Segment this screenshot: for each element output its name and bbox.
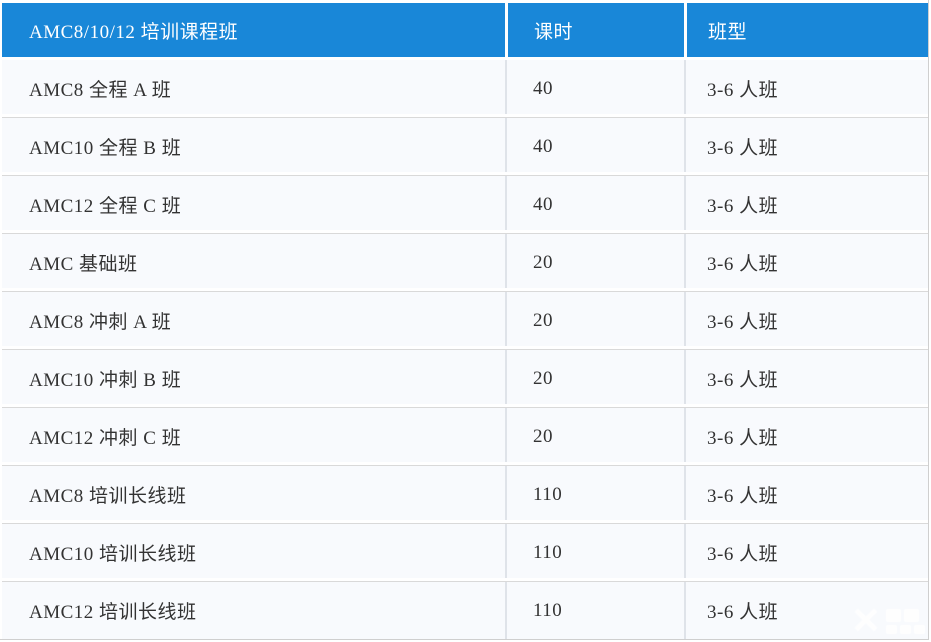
row-hours: 110	[505, 582, 684, 639]
header-class-type: 班型	[684, 3, 928, 57]
row-hours: 20	[505, 408, 684, 465]
table-row: AMC12 培训长线班 110 3-6 人班	[2, 581, 928, 639]
row-class-type: 3-6 人班	[684, 292, 928, 349]
row-course: AMC8 培训长线班	[29, 486, 187, 507]
row-hours: 20	[505, 350, 684, 407]
table-row: AMC10 培训长线班 110 3-6 人班	[2, 523, 928, 581]
table-row: AMC8 冲刺 A 班 20 3-6 人班	[2, 291, 928, 349]
row-class-type: 3-6 人班	[684, 408, 928, 465]
row-course: AMC12 培训长线班	[29, 602, 197, 623]
header-hours: 课时	[505, 3, 684, 57]
row-hours: 20	[505, 292, 684, 349]
row-class-type: 3-6 人班	[684, 176, 928, 233]
row-hours: 110	[505, 524, 684, 581]
row-course: AMC12 冲刺 C 班	[29, 428, 182, 449]
table-row: AMC8 培训长线班 110 3-6 人班	[2, 465, 928, 523]
row-course: AMC12 全程 C 班	[29, 196, 182, 217]
row-course: AMC8 冲刺 A 班	[29, 312, 172, 333]
row-hours: 20	[505, 234, 684, 291]
row-course: AMC10 冲刺 B 班	[29, 370, 182, 391]
row-course: AMC 基础班	[29, 254, 138, 275]
row-course: AMC8 全程 A 班	[29, 80, 172, 101]
row-class-type: 3-6 人班	[684, 350, 928, 407]
row-course: AMC10 全程 B 班	[29, 138, 182, 159]
row-course: AMC10 培训长线班	[29, 544, 197, 565]
row-hours: 40	[505, 176, 684, 233]
row-class-type: 3-6 人班	[684, 60, 928, 117]
table-header-row: AMC8/10/12 培训课程班 课时 班型	[2, 3, 928, 57]
header-course: AMC8/10/12 培训课程班	[29, 21, 239, 43]
table-row: AMC10 全程 B 班 40 3-6 人班	[2, 117, 928, 175]
row-class-type: 3-6 人班	[684, 466, 928, 523]
row-class-type: 3-6 人班	[684, 234, 928, 291]
row-hours: 40	[505, 118, 684, 175]
table-row: AMC12 冲刺 C 班 20 3-6 人班	[2, 407, 928, 465]
row-class-type: 3-6 人班	[684, 582, 928, 639]
table-body: AMC8 全程 A 班 40 3-6 人班 AMC10 全程 B 班 40 3-…	[2, 57, 928, 639]
table-row: AMC12 全程 C 班 40 3-6 人班	[2, 175, 928, 233]
row-class-type: 3-6 人班	[684, 524, 928, 581]
table-row: AMC 基础班 20 3-6 人班	[2, 233, 928, 291]
row-hours: 110	[505, 466, 684, 523]
table-row: AMC8 全程 A 班 40 3-6 人班	[2, 60, 928, 117]
table-row: AMC10 冲刺 B 班 20 3-6 人班	[2, 349, 928, 407]
row-class-type: 3-6 人班	[684, 118, 928, 175]
row-hours: 40	[505, 60, 684, 117]
